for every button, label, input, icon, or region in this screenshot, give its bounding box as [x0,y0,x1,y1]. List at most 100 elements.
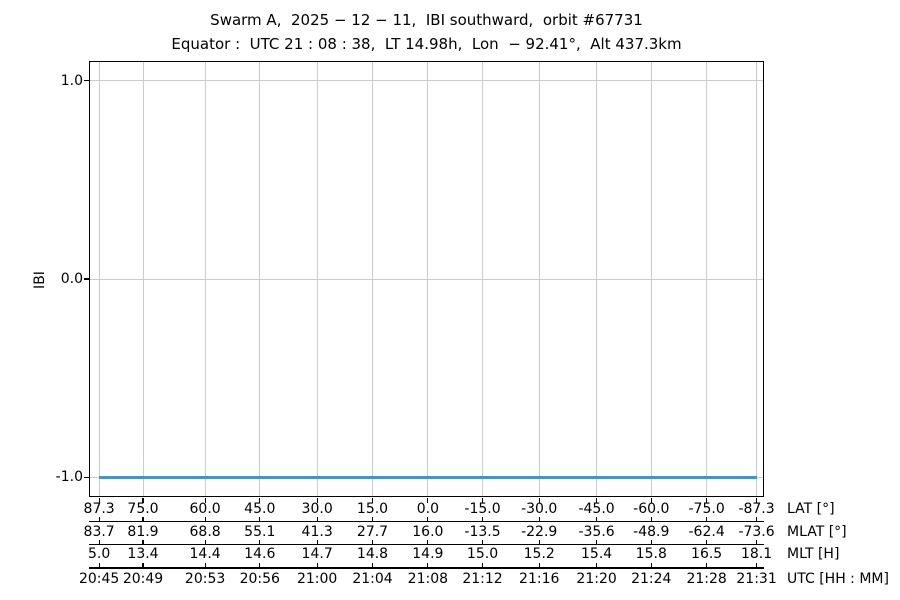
x-tick-mark-mlat [650,516,652,521]
x-tick-label-utc: 21:16 [519,571,560,587]
chart-subtitle: Equator : UTC 21 : 08 : 38, LT 14.98h, L… [171,35,682,53]
x-tick-mark-utc [371,563,374,568]
x-tick-label-utc: 21:04 [352,571,393,587]
x-tick-label-lat: 45.0 [244,500,276,517]
x-tick-label-mlat: -73.6 [738,524,775,540]
x-tick-mark-lat [755,498,758,503]
y-tick-mark [84,476,89,478]
x-tick-label-utc: 20:45 [78,571,120,587]
x-tick-label-lat: -30.0 [521,500,558,517]
x-tick-label-lat: -45.0 [578,500,615,517]
x-tick-label-utc: 21:28 [686,571,727,587]
x-tick-mark-mlt [371,539,374,544]
x-tick-mark-utc [755,563,758,568]
x-tick-label-mlat: -48.9 [633,524,670,540]
x-tick-mark-mlat [98,516,100,521]
x-axis-line-utc [89,567,764,569]
x-tick-label-mlt: 14.8 [356,545,389,562]
x-tick-mark-mlat [204,516,206,521]
gridline-horizontal [89,278,764,280]
x-axis-line-mlat [89,520,764,523]
x-tick-mark-mlat [427,516,429,521]
x-tick-mark-mlt [142,539,144,544]
x-tick-mark-lat [538,498,540,503]
x-tick-label-lat: 0.0 [416,500,439,517]
x-tick-label-utc: 21:08 [407,571,449,587]
x-tick-mark-mlat [596,516,598,521]
x-tick-mark-lat [650,498,652,503]
x-tick-mark-lat [259,498,261,503]
x-axis-row-label-mlat: MLAT [°] [787,523,847,540]
x-tick-label-mlt: 15.0 [466,545,499,562]
x-tick-mark-mlt [596,539,598,544]
x-tick-mark-mlt [650,539,652,544]
y-tick-label: -1.0 [55,469,83,486]
x-tick-label-mlat: -22.9 [521,524,558,540]
gridline-horizontal [89,80,764,82]
x-tick-mark-mlt [98,539,100,544]
x-tick-mark-utc [316,563,318,568]
x-tick-label-utc: 21:12 [462,571,503,587]
x-tick-mark-utc [98,563,100,568]
x-tick-mark-mlat [538,516,540,521]
x-tick-mark-utc [596,563,598,568]
x-tick-mark-mlt [755,539,758,544]
x-tick-mark-mlt [706,539,708,544]
x-tick-mark-lat [316,498,318,503]
x-tick-label-mlat: -62.4 [688,524,725,540]
x-axis-line-mlt [89,543,764,546]
x-tick-label-utc: 21:24 [631,571,672,587]
x-tick-mark-utc [706,563,708,568]
x-tick-label-mlt: 5.0 [87,545,111,562]
x-tick-label-lat: -75.0 [688,500,725,517]
chart-title: Swarm A, 2025 − 12 − 11, IBI southward, … [210,11,643,29]
x-tick-mark-mlat [371,516,374,521]
x-tick-label-mlt: 14.6 [244,545,276,562]
x-tick-label-mlt: 14.9 [412,545,444,562]
x-tick-mark-mlat [706,516,708,521]
y-tick-mark [84,80,89,82]
x-tick-label-utc: 20:56 [239,571,280,587]
x-tick-label-utc: 21:00 [296,571,338,587]
y-tick-mark [84,278,89,280]
x-tick-label-mlat: 41.3 [301,524,333,540]
x-tick-mark-utc [427,563,429,568]
x-tick-mark-lat [427,498,429,503]
x-tick-label-mlt: 15.4 [581,545,613,562]
y-tick-label: 0.0 [60,271,83,287]
x-tick-mark-lat [98,498,100,503]
x-tick-label-utc: 20:53 [184,571,226,587]
x-tick-label-mlat: 16.0 [412,524,444,540]
x-tick-label-lat: 87.3 [83,500,115,517]
x-tick-label-utc: 21:31 [736,571,777,587]
x-axis-row-label-utc: UTC [HH : MM] [787,570,889,587]
x-tick-mark-mlat [259,516,261,521]
x-axis-row-label-mlt: MLT [H] [787,545,840,562]
x-tick-mark-utc [538,563,540,568]
x-tick-label-mlt: 14.4 [189,545,221,562]
x-tick-mark-mlt [481,539,484,544]
x-tick-mark-mlat [755,516,758,521]
x-tick-label-utc: 21:20 [576,571,617,587]
x-tick-label-lat: 75.0 [127,500,159,517]
x-tick-mark-lat [481,498,484,503]
x-tick-label-lat: 30.0 [301,500,333,517]
x-tick-mark-lat [596,498,598,503]
x-tick-label-mlat: -35.6 [578,524,615,540]
x-tick-mark-mlat [481,516,484,521]
x-tick-label-mlt: 15.8 [635,545,667,562]
x-tick-label-mlt: 16.5 [691,545,723,562]
x-tick-label-mlat: 83.7 [83,524,115,540]
y-axis-label: IBI [32,271,48,289]
x-tick-label-mlat: 68.8 [189,524,221,540]
x-tick-label-lat: -60.0 [633,500,670,517]
x-tick-mark-utc [204,563,206,568]
x-tick-label-lat: -87.3 [738,500,775,517]
x-tick-mark-mlt [427,539,429,544]
x-tick-label-mlt: 13.4 [127,545,159,562]
x-tick-mark-mlat [142,516,144,521]
x-tick-mark-lat [706,498,708,503]
x-tick-label-mlt: 18.1 [740,545,773,562]
data-line-ibi [99,475,757,479]
